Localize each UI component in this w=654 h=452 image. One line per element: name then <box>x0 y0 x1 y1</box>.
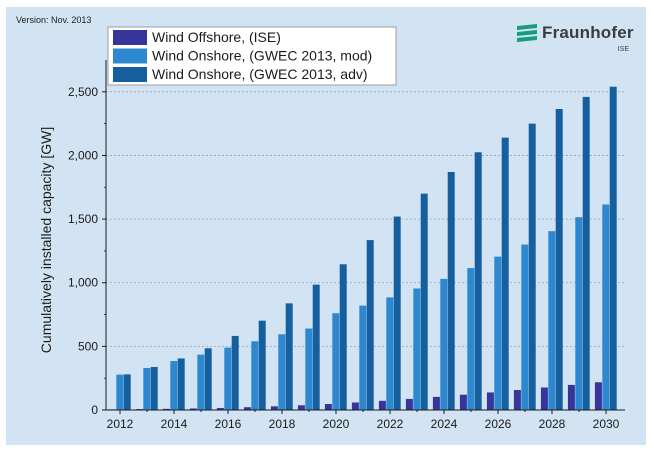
bar <box>486 392 494 410</box>
bar <box>270 406 278 410</box>
bar <box>393 216 401 410</box>
bar <box>258 320 266 410</box>
bar <box>251 341 259 410</box>
y-tick-label: 1,000 <box>68 276 98 290</box>
axes: 0 500 1,000 1,500 2,000 2,500 2012 2014 2016 2018… <box>38 60 625 431</box>
bar <box>528 123 536 411</box>
legend-label: Wind Onshore, (GWEC 2013, mod) <box>152 48 372 64</box>
bar <box>420 193 428 410</box>
bar <box>143 368 151 410</box>
y-tick-label: 1,500 <box>68 212 98 226</box>
logo-name: Fraunhofer <box>542 23 634 42</box>
legend-swatch <box>113 67 147 82</box>
legend-swatch <box>113 48 147 64</box>
bar <box>474 152 482 411</box>
x-tick-label: 2018 <box>269 417 296 431</box>
bar <box>278 334 286 410</box>
bar <box>594 382 602 410</box>
bar <box>197 354 205 410</box>
bar <box>555 109 563 410</box>
bar <box>521 244 529 410</box>
bar <box>567 384 575 410</box>
version-label: Version: Nov. 2013 <box>16 15 92 25</box>
bar <box>204 348 212 410</box>
bar <box>447 172 455 410</box>
bar <box>332 313 340 410</box>
bar <box>170 361 178 410</box>
bar <box>116 374 124 410</box>
bar <box>351 402 359 410</box>
bar <box>386 297 394 410</box>
bar <box>378 400 386 410</box>
bar <box>540 387 548 410</box>
bar <box>150 366 158 410</box>
bar <box>243 407 251 410</box>
bar <box>575 217 583 410</box>
x-tick-label: 2012 <box>107 417 134 431</box>
bar <box>494 256 502 410</box>
x-tick-label: 2016 <box>215 417 242 431</box>
bar <box>177 358 185 410</box>
bar <box>432 396 440 410</box>
y-tick-label: 2,500 <box>68 85 98 99</box>
y-tick-label: 2,000 <box>68 148 98 162</box>
bar <box>513 390 521 410</box>
x-tick-label: 2024 <box>431 417 458 431</box>
legend-swatch <box>113 30 147 45</box>
bar <box>413 288 421 410</box>
fraunhofer-mark-icon <box>517 24 537 42</box>
bar <box>297 405 305 410</box>
bar <box>285 303 293 410</box>
bar <box>548 231 556 410</box>
y-tick-label: 0 <box>91 403 98 417</box>
bars <box>108 86 617 411</box>
bar <box>162 408 170 410</box>
bar <box>189 408 197 410</box>
bar <box>467 268 475 410</box>
bar <box>459 394 467 410</box>
y-axis-title: Cumulatively installed capacity [GW] <box>38 127 54 353</box>
bar <box>366 240 374 410</box>
bar <box>405 398 413 410</box>
bar <box>224 347 232 410</box>
x-tick-label: 2028 <box>539 417 566 431</box>
bar <box>324 404 332 410</box>
legend-label: Wind Onshore, (GWEC 2013, adv) <box>152 66 368 82</box>
x-tick-label: 2026 <box>485 417 512 431</box>
x-tick-label: 2014 <box>161 417 188 431</box>
legend: Wind Offshore, (ISE) Wind Onshore, (GWEC … <box>107 26 397 86</box>
bar <box>359 305 367 410</box>
bar <box>440 278 448 410</box>
x-tick-label: 2030 <box>593 417 620 431</box>
bar <box>501 137 509 411</box>
y-tick-label: 500 <box>78 339 98 353</box>
legend-box <box>107 26 397 86</box>
bar <box>582 96 590 410</box>
bar <box>305 328 313 410</box>
bar <box>216 407 224 410</box>
bar <box>231 335 239 410</box>
bar <box>602 204 610 410</box>
bar <box>312 284 320 410</box>
x-tick-label: 2022 <box>377 417 404 431</box>
fraunhofer-logo: Fraunhofer ISE <box>517 20 637 60</box>
bar <box>123 374 131 410</box>
legend-label: Wind Offshore, (ISE) <box>152 29 281 45</box>
bar <box>339 264 347 410</box>
grid-lines <box>106 91 625 347</box>
bar <box>609 86 617 411</box>
logo-subtitle: ISE <box>617 46 629 53</box>
x-tick-label: 2020 <box>323 417 350 431</box>
